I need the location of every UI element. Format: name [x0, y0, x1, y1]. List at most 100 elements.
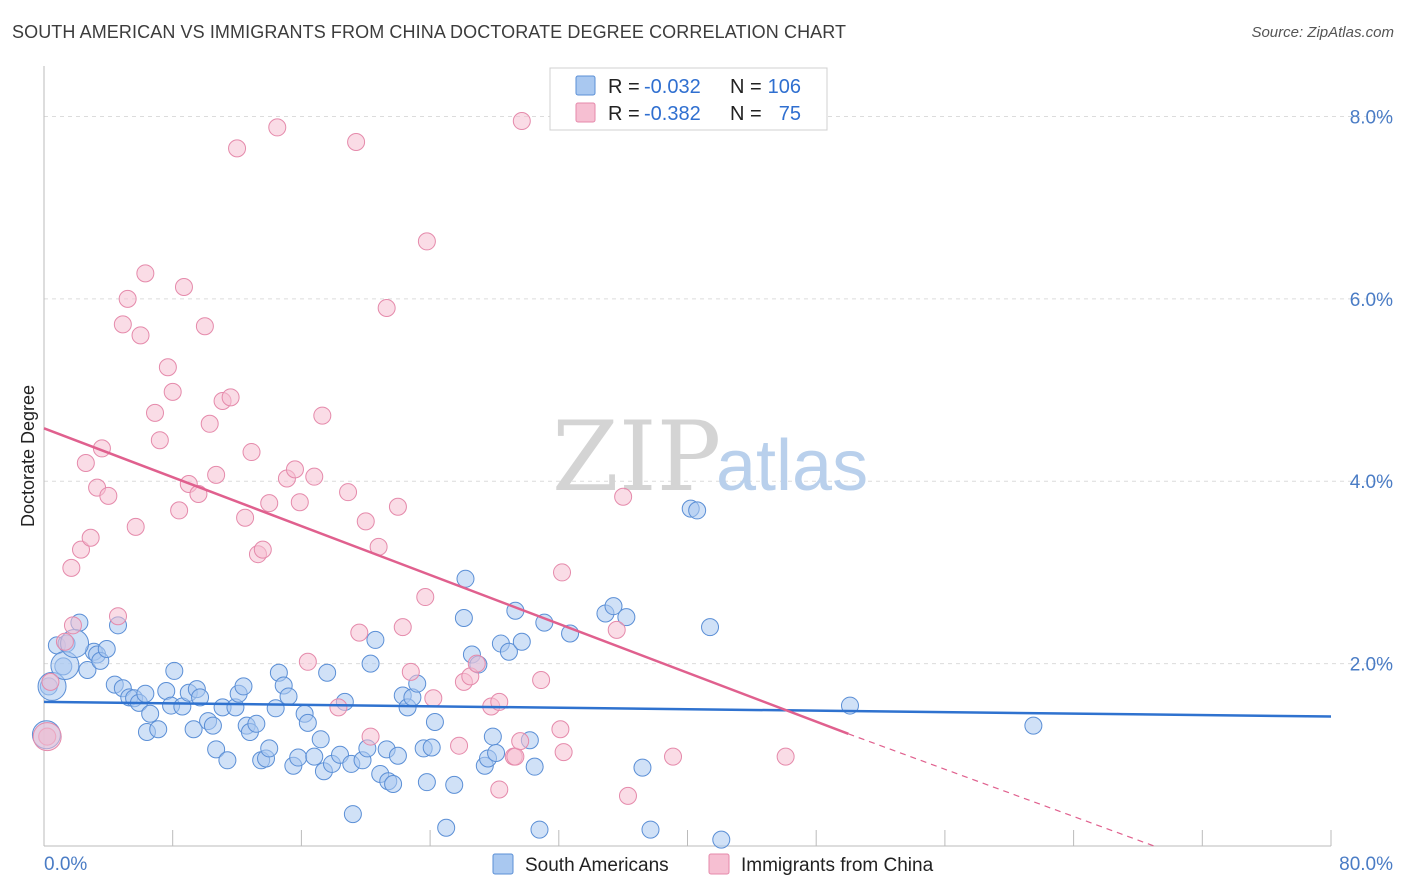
data-point — [289, 748, 308, 767]
legend-n-label-1: N = — [730, 76, 762, 98]
data-point — [260, 739, 279, 758]
data-point — [525, 757, 544, 776]
data-point — [424, 689, 443, 708]
data-point — [136, 684, 155, 703]
data-point — [41, 672, 60, 691]
bottom-legend-swatch-pink — [708, 853, 730, 875]
data-point — [76, 454, 95, 472]
data-point — [305, 747, 324, 766]
data-point — [253, 540, 272, 559]
data-point — [141, 704, 160, 723]
data-point — [506, 747, 525, 766]
data-point — [343, 805, 362, 824]
data-point — [221, 388, 240, 407]
data-point — [203, 716, 222, 735]
legend-swatch-blue — [575, 75, 596, 96]
data-point — [290, 493, 309, 512]
data-point — [97, 640, 116, 659]
data-point — [313, 406, 332, 425]
watermark: ZIP atlas — [552, 401, 868, 513]
data-point — [318, 663, 337, 682]
data-point — [701, 618, 720, 637]
bottom-legend-label-1: South Americans — [525, 855, 669, 876]
data-point — [422, 738, 441, 757]
data-point — [298, 652, 317, 671]
data-point — [266, 699, 285, 718]
trend-lines — [43, 427, 1332, 847]
data-point — [350, 623, 369, 642]
data-point — [150, 431, 169, 450]
data-point — [109, 607, 128, 626]
data-point — [131, 326, 150, 345]
legend-frame — [549, 67, 828, 131]
data-point — [417, 773, 436, 792]
data-point — [483, 727, 502, 746]
data-point — [511, 732, 530, 751]
data-point — [347, 133, 366, 152]
data-point — [437, 818, 456, 837]
legend-r-value-1: -0.032 — [644, 76, 701, 98]
trend-line-south-americans — [43, 700, 1332, 718]
data-point — [163, 382, 182, 401]
data-point — [200, 414, 219, 433]
x-tick-label: 0.0% — [44, 854, 87, 875]
data-point-large — [32, 722, 62, 752]
bottom-legend-swatch-blue — [492, 853, 514, 875]
correlation-legend: R = -0.032 N = 106 R = -0.382 N = 75 — [549, 67, 828, 131]
data-point — [1024, 716, 1043, 735]
data-point — [614, 487, 633, 506]
chart-title: SOUTH AMERICAN VS IMMIGRANTS FROM CHINA … — [12, 22, 847, 42]
data-point — [72, 540, 91, 559]
data-point — [126, 517, 145, 536]
data-point — [218, 751, 237, 770]
data-point — [664, 747, 683, 766]
data-point — [401, 662, 420, 681]
trend-line-extension — [848, 733, 1155, 847]
data-point — [195, 317, 214, 336]
data-point — [530, 820, 549, 839]
data-point — [618, 786, 637, 805]
data-point — [450, 736, 469, 755]
data-point — [149, 720, 168, 739]
data-point — [490, 780, 509, 799]
x-tick-label: 80.0% — [1339, 854, 1393, 875]
legend-swatch-pink — [575, 102, 596, 123]
data-point — [361, 654, 380, 673]
data-point — [388, 497, 407, 516]
x-tick-labels: 0.0% 80.0% — [44, 854, 1393, 875]
data-point — [268, 118, 287, 137]
data-point — [242, 443, 261, 462]
data-point — [688, 501, 707, 520]
data-point — [184, 720, 203, 739]
data-point — [607, 620, 626, 639]
data-point — [207, 740, 226, 759]
data-point — [512, 632, 531, 651]
data-point — [285, 460, 304, 479]
trend-line-immigrants-from-china — [43, 427, 849, 736]
y-axis-label: Doctorate Degree — [18, 385, 38, 527]
data-point — [604, 597, 623, 616]
data-point — [311, 730, 330, 749]
data-point — [512, 112, 531, 131]
data-point — [55, 632, 74, 651]
data-point — [467, 654, 486, 673]
y-tick-label: 6.0% — [1350, 290, 1393, 311]
data-point — [228, 139, 247, 158]
grid-lines — [44, 115, 1392, 665]
data-point — [113, 315, 132, 334]
legend-n-value-1: 106 — [768, 76, 801, 98]
data-point — [63, 616, 82, 635]
data-point — [298, 713, 317, 732]
data-point — [339, 483, 358, 502]
data-point — [81, 528, 100, 547]
data-point — [384, 774, 403, 793]
data-point — [425, 712, 444, 731]
y-tick-label: 8.0% — [1350, 107, 1393, 128]
data-point — [487, 743, 506, 762]
data-point — [712, 830, 731, 849]
data-point — [417, 232, 436, 251]
axes — [43, 66, 1332, 847]
data-point — [170, 501, 189, 520]
data-point — [366, 630, 385, 649]
data-point — [361, 727, 380, 746]
